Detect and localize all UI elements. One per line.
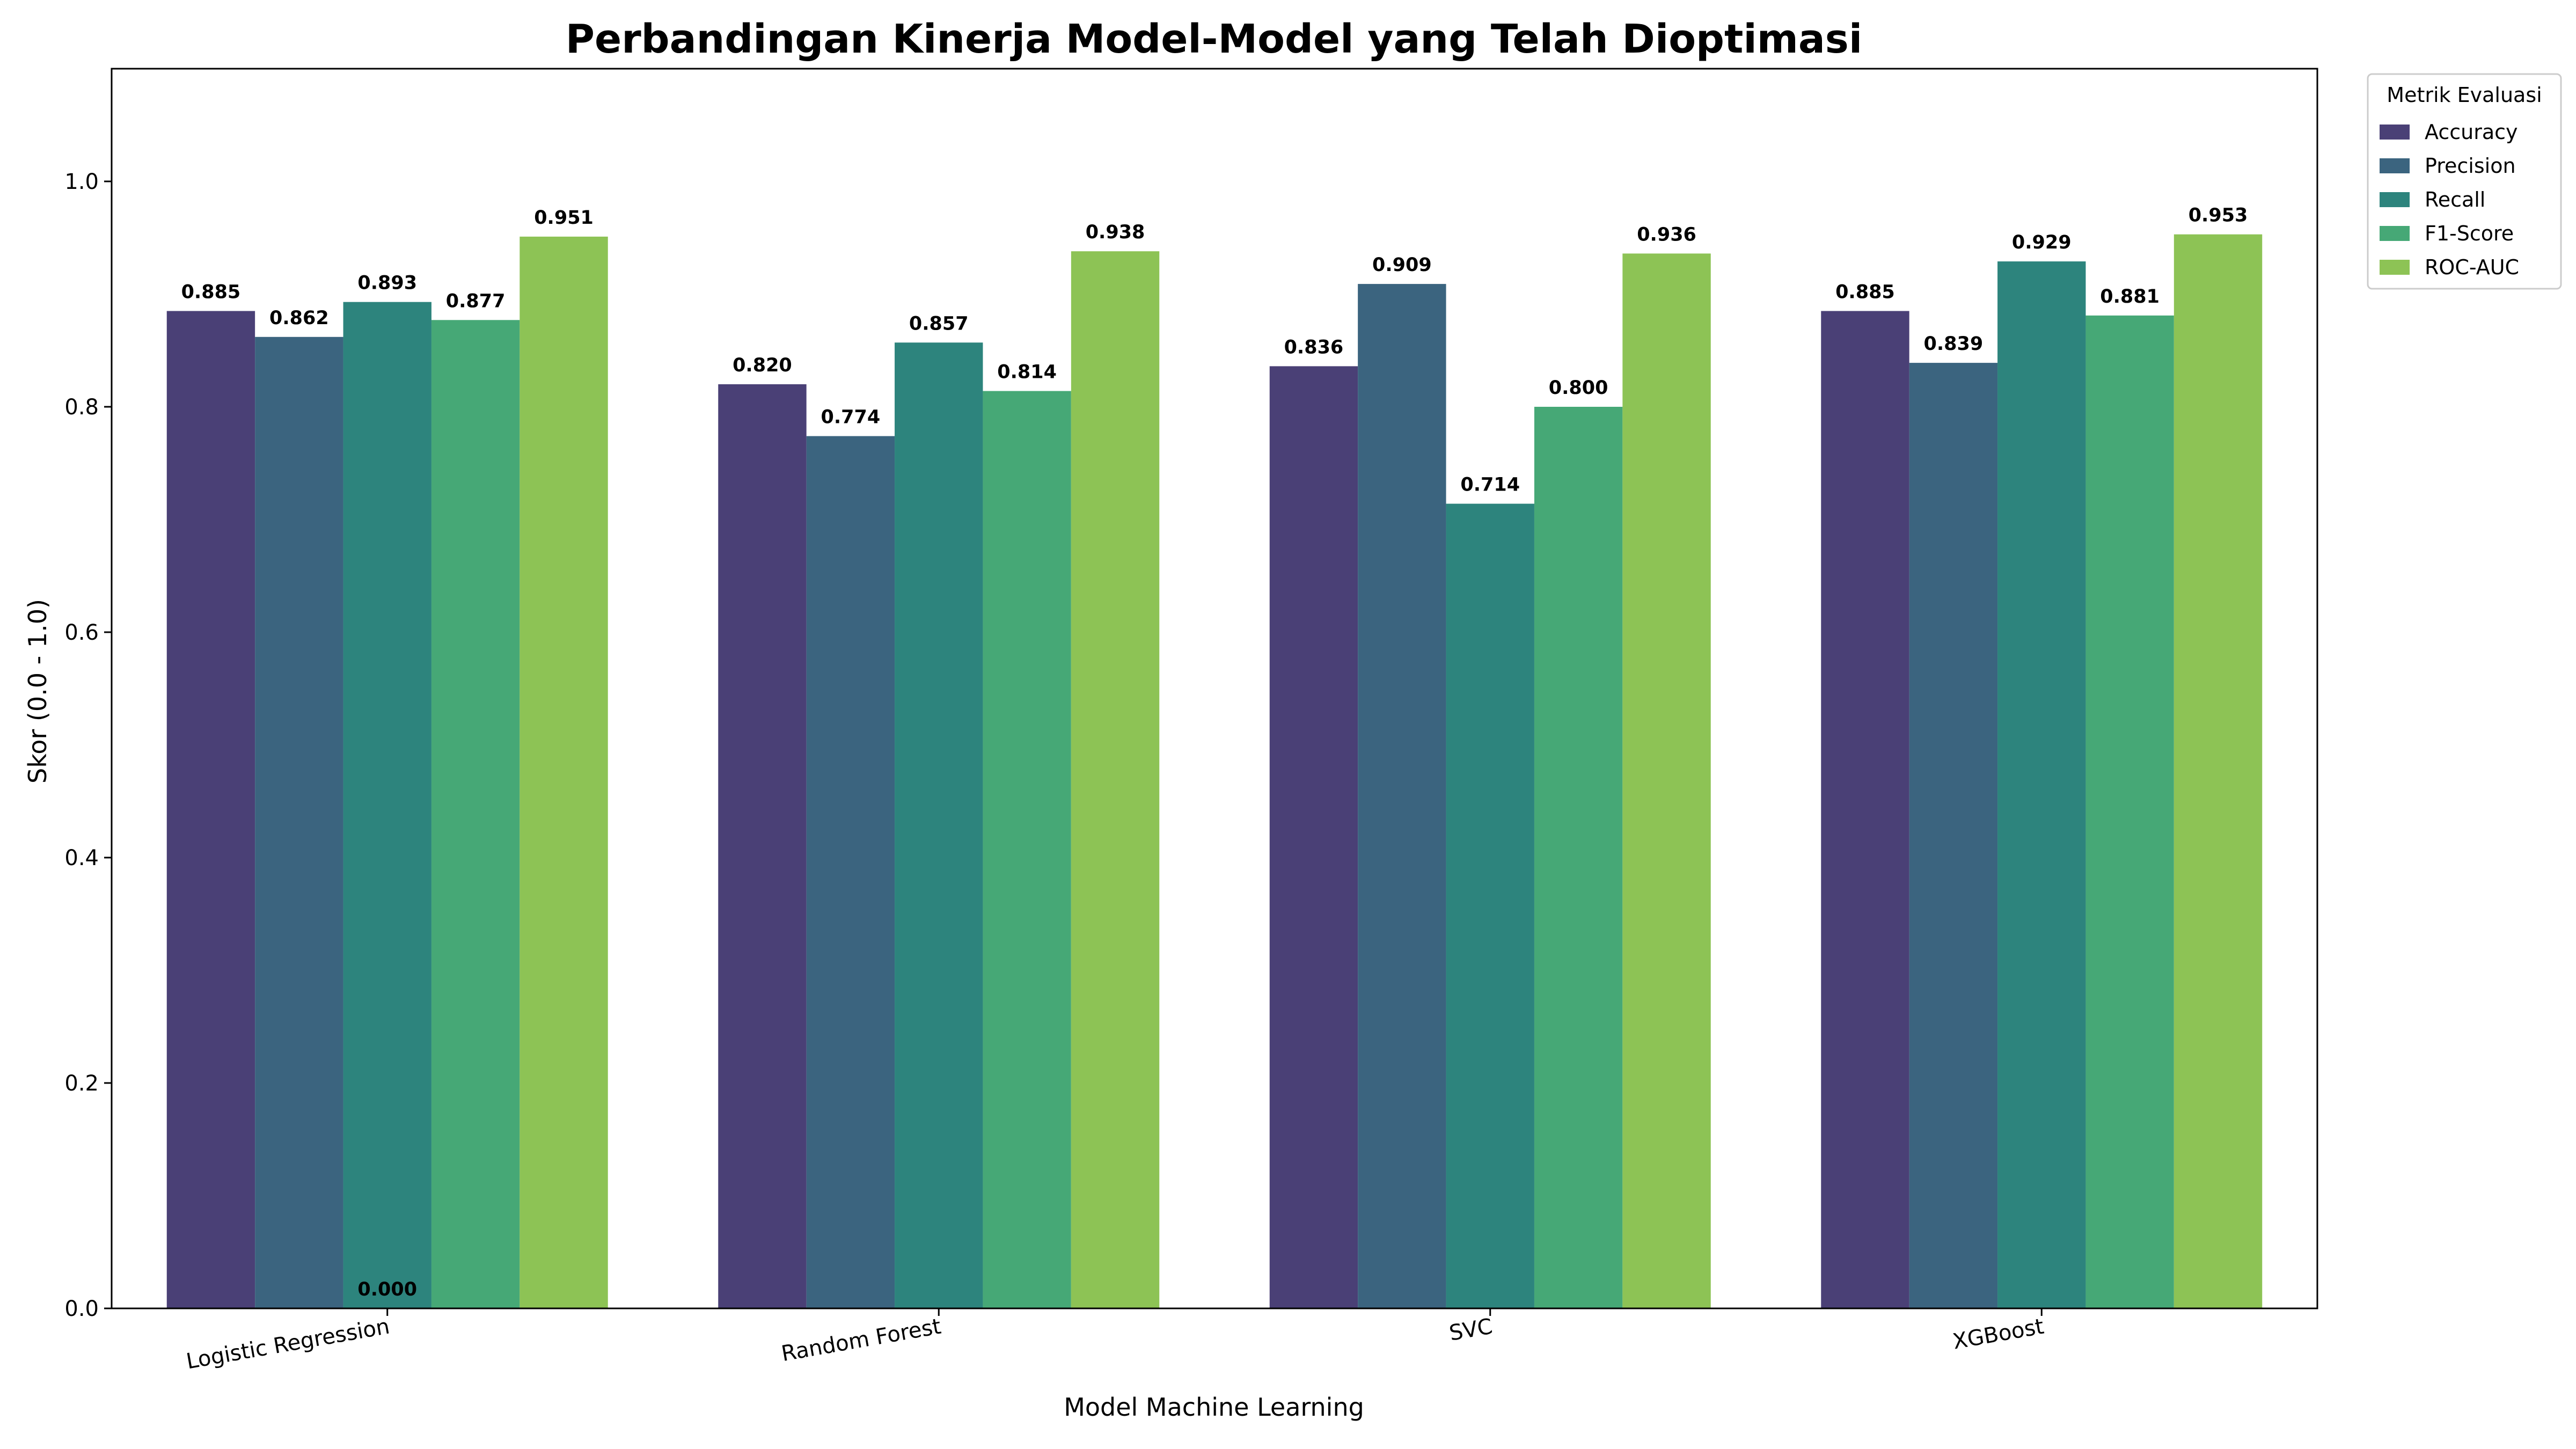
data-label: 0.929	[2012, 232, 2072, 253]
bar-precision-1	[806, 436, 895, 1308]
bar-roc-auc-0	[519, 236, 608, 1308]
plot-frame	[111, 68, 2318, 1309]
legend-entry: ROC-AUC	[2425, 255, 2519, 279]
data-label: 0.814	[997, 362, 1057, 383]
legend: Metrik Evaluasi Accuracy Precision Recall F1…	[2367, 73, 2562, 290]
data-label: 0.836	[1284, 336, 1344, 358]
bar-roc-auc-1	[1071, 251, 1160, 1309]
data-label: 0.909	[1372, 254, 1432, 276]
bar-f1-score-2	[1534, 407, 1623, 1308]
legend-swatch	[2380, 125, 2410, 140]
annotation-label: 0.000	[357, 1279, 417, 1300]
y-tick-label: 0.2	[64, 1071, 99, 1096]
chart-title: Perbandingan Kinerja Model-Model yang Te…	[566, 16, 1862, 62]
data-label: 0.881	[2100, 286, 2160, 308]
x-tick-label: Random Forest	[779, 1314, 942, 1367]
y-tick-label: 0.4	[64, 846, 99, 870]
bar-recall-3	[1997, 261, 2086, 1309]
bar-precision-3	[1909, 363, 1998, 1308]
x-tick-label: Logistic Regression	[185, 1314, 392, 1374]
bar-accuracy-2	[1269, 366, 1358, 1308]
bar-roc-auc-2	[1622, 253, 1711, 1308]
data-label: 0.820	[733, 355, 792, 376]
data-label: 0.839	[1923, 333, 1983, 355]
data-label: 0.885	[181, 282, 241, 303]
y-tick-label: 0.8	[64, 395, 99, 420]
data-label: 0.885	[1835, 282, 1895, 303]
bar-recall-1	[895, 342, 983, 1308]
data-label: 0.938	[1086, 222, 1145, 243]
bar-precision-0	[255, 336, 343, 1308]
bar-accuracy-1	[718, 384, 807, 1308]
data-label: 0.953	[2189, 205, 2248, 226]
legend-box	[2367, 73, 2562, 290]
bar-accuracy-3	[1821, 311, 1909, 1308]
x-tick-label: SVC	[1447, 1314, 1494, 1346]
legend-swatch	[2380, 226, 2410, 241]
legend-entry: Recall	[2425, 188, 2485, 211]
bar-f1-score-0	[431, 320, 520, 1308]
legend-entry: Precision	[2425, 154, 2516, 178]
y-tick-label: 0.0	[64, 1297, 99, 1321]
y-axis-label: Skor (0.0 - 1.0)	[23, 599, 52, 784]
y-tick-label: 1.0	[64, 170, 99, 194]
legend-swatch	[2380, 260, 2410, 275]
legend-swatch	[2380, 192, 2410, 207]
legend-swatch	[2380, 158, 2410, 173]
bar-accuracy-0	[166, 311, 255, 1308]
data-label: 0.800	[1549, 377, 1608, 399]
data-label: 0.774	[821, 407, 880, 428]
legend-entry: Accuracy	[2425, 120, 2518, 144]
x-tick-label: XGBoost	[1951, 1314, 2046, 1355]
legend-entry: F1-Score	[2425, 222, 2514, 245]
data-label: 0.951	[534, 207, 594, 229]
bar-recall-2	[1446, 503, 1534, 1308]
data-label: 0.714	[1460, 474, 1520, 496]
data-label: 0.936	[1637, 224, 1696, 245]
data-label: 0.862	[269, 308, 329, 329]
data-label: 0.857	[909, 313, 969, 334]
bar-f1-score-3	[2085, 315, 2174, 1308]
bar-f1-score-1	[983, 391, 1071, 1308]
bar-roc-auc-3	[2174, 234, 2263, 1309]
data-label: 0.893	[357, 273, 417, 294]
y-tick-label: 0.6	[64, 620, 99, 645]
data-label: 0.877	[446, 290, 506, 312]
bar-recall-0	[343, 302, 431, 1309]
legend-title: Metrik Evaluasi	[2387, 83, 2542, 107]
plot-area: 0.885 0.820 0.836 0.885 0.862 0.774 0.909 0.839…	[64, 68, 2318, 1374]
bar-precision-2	[1358, 284, 1446, 1308]
x-axis-label: Model Machine Learning	[1064, 1393, 1364, 1422]
